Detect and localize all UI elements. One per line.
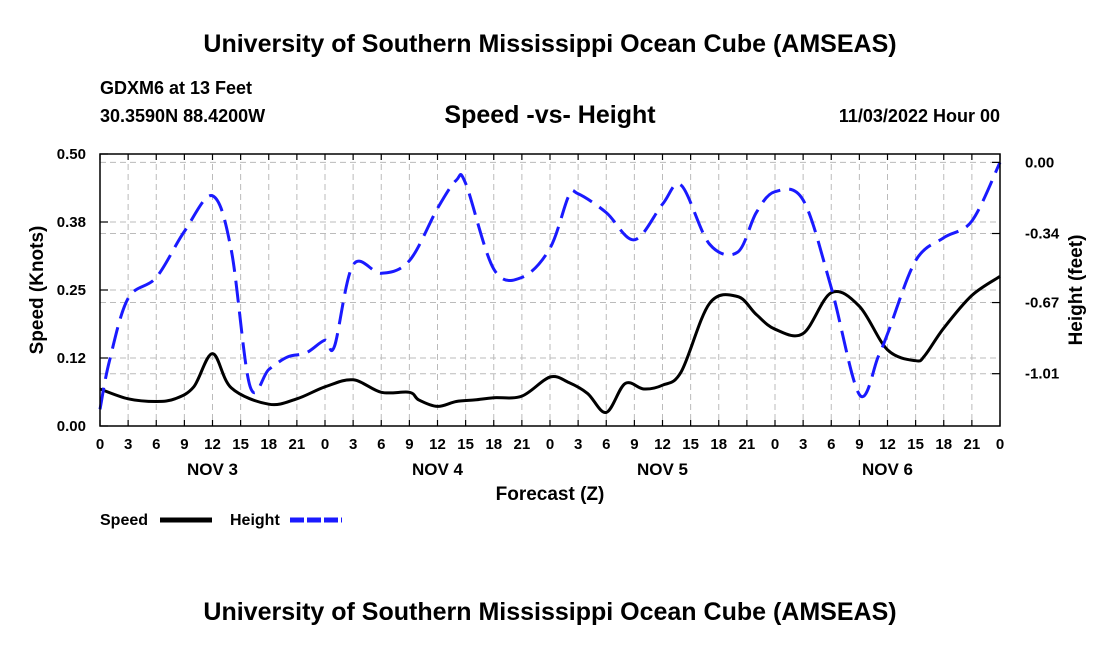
x-tick-label: 12 (429, 436, 446, 453)
series-line-speed (99, 275, 1001, 414)
x-tick-label: 18 (710, 436, 727, 453)
y-axis-right-title: Height (feet) (1066, 235, 1087, 346)
x-tick-label: 21 (514, 436, 531, 453)
x-tick-label: 12 (204, 436, 221, 453)
x-tick-label: 6 (827, 436, 835, 453)
x-tick-label: 15 (907, 436, 924, 453)
x-tick-label: 0 (96, 436, 104, 453)
x-tick-label: 18 (485, 436, 502, 453)
x-tick-label: 3 (799, 436, 807, 453)
x-tick-label: 15 (232, 436, 249, 453)
y-left-tick-label: 0.12 (57, 350, 86, 367)
x-tick-label: 21 (739, 436, 756, 453)
station-label: GDXM6 at 13 Feet (100, 78, 253, 98)
legend-label-height: Height (230, 512, 280, 529)
x-tick-label: 9 (855, 436, 863, 453)
x-tick-label: 9 (630, 436, 638, 453)
chart-title: University of Southern Mississippi Ocean… (203, 30, 897, 58)
series-line-height (98, 161, 1002, 410)
x-tick-label: 6 (602, 436, 610, 453)
x-tick-label: 15 (457, 436, 474, 453)
day-label: NOV 3 (187, 460, 238, 479)
day-label: NOV 6 (862, 460, 913, 479)
chart-subtitle: Speed -vs- Height (444, 101, 656, 129)
x-tick-label: 3 (349, 436, 357, 453)
datetime-label: 11/03/2022 Hour 00 (838, 106, 1000, 126)
day-label: NOV 4 (412, 460, 464, 479)
x-tick-label: 18 (935, 436, 952, 453)
x-tick-label: 0 (321, 436, 329, 453)
x-tick-label: 21 (289, 436, 306, 453)
x-axis-title: Forecast (Z) (496, 484, 605, 505)
y-left-tick-label: 0.25 (57, 282, 86, 299)
y-left-tick-label: 0.00 (57, 418, 86, 435)
x-tick-label: 0 (771, 436, 779, 453)
legend-label-speed: Speed (100, 512, 148, 529)
y-right-tick-label: 0.00 (1025, 154, 1054, 171)
grid-lines (100, 154, 1000, 426)
series-layer (98, 161, 1002, 414)
y-right-tick-label: -1.01 (1025, 366, 1059, 383)
x-tick-label: 18 (260, 436, 277, 453)
x-tick-label: 15 (682, 436, 699, 453)
x-tick-label: 3 (124, 436, 132, 453)
y-left-tick-label: 0.50 (57, 146, 86, 163)
y-right-tick-label: -0.67 (1025, 295, 1059, 312)
x-tick-label: 9 (180, 436, 188, 453)
y-right-tick-label: -0.34 (1025, 226, 1060, 243)
x-tick-label: 21 (964, 436, 981, 453)
day-label: NOV 5 (637, 460, 688, 479)
y-axis-left-title: Speed (Knots) (27, 226, 48, 355)
x-tick-label: 0 (996, 436, 1004, 453)
x-tick-label: 3 (574, 436, 582, 453)
x-tick-label: 12 (879, 436, 896, 453)
legend: Speed Height (100, 512, 342, 529)
y-left-tick-label: 0.38 (57, 214, 86, 231)
x-tick-label: 6 (377, 436, 385, 453)
footer-title: University of Southern Mississippi Ocean… (203, 598, 897, 626)
x-tick-label: 0 (546, 436, 554, 453)
x-tick-label: 6 (152, 436, 160, 453)
coordinates-label: 30.3590N 88.4200W (100, 106, 266, 126)
x-tick-label: 12 (654, 436, 671, 453)
axis-ticks: 0 3 6 9 12 15 18 21 0 3 6 9 12 15 18 21 0 3 6 9 12 15 18 21 0 3 6 9… (57, 146, 1060, 479)
x-tick-label: 9 (405, 436, 413, 453)
